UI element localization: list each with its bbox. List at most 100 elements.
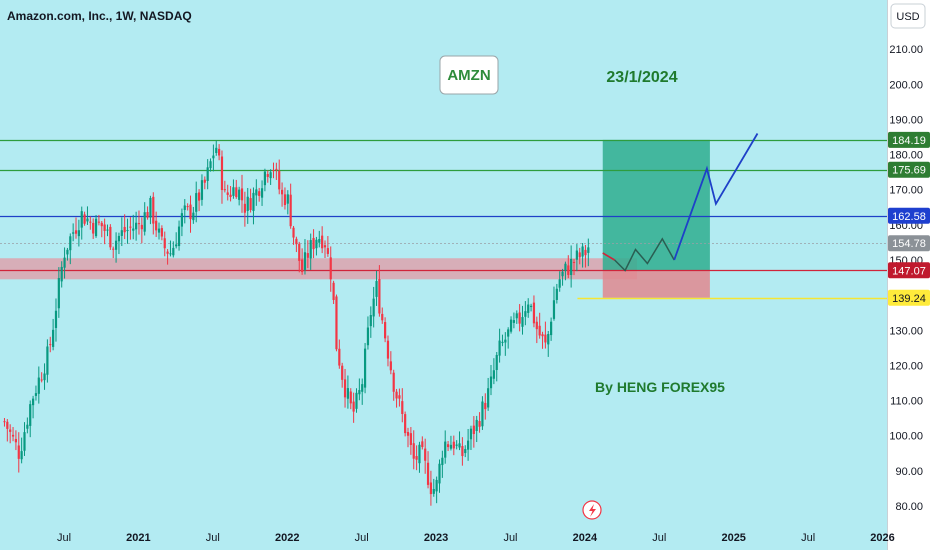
candle-body: [289, 194, 292, 227]
candle-body: [512, 320, 516, 323]
price-badge-label-2: 162.58: [892, 211, 926, 223]
candle-body: [189, 204, 192, 220]
candle-body: [329, 257, 332, 280]
candle-body: [31, 398, 35, 406]
candle: [401, 388, 404, 423]
candle-body: [126, 230, 129, 232]
ticker-annotation: AMZN: [439, 55, 499, 95]
candle: [255, 179, 258, 206]
projection-consolidation-path: [614, 237, 675, 272]
candle-body: [60, 266, 63, 282]
candle: [137, 210, 141, 235]
y-tick-label-5: 130.00: [889, 325, 923, 337]
x-tick-label-5: 2023: [424, 532, 448, 544]
candle: [149, 195, 152, 225]
candle-body: [280, 189, 284, 195]
x-tick-label-4: Jul: [355, 532, 369, 544]
candle: [501, 334, 504, 347]
candle-body: [303, 252, 307, 270]
candle-body: [129, 226, 132, 228]
candle: [180, 208, 184, 237]
candle-body: [547, 334, 550, 345]
candle-body: [438, 463, 441, 484]
candle: [472, 416, 475, 448]
candle: [315, 236, 318, 256]
candle-body: [552, 300, 556, 319]
currency-button-bg[interactable]: [890, 3, 926, 29]
candle-body: [249, 198, 252, 210]
candle: [372, 286, 375, 328]
candle: [175, 232, 178, 249]
position-loss-zone: [602, 270, 710, 298]
candle-body: [43, 373, 46, 381]
candle: [378, 265, 381, 317]
candle: [578, 247, 581, 265]
candle-body: [527, 304, 530, 313]
y-tick-label-1: 90.00: [895, 466, 923, 478]
candle: [321, 226, 324, 254]
candle: [66, 247, 69, 261]
projection-start-segment: [602, 252, 616, 261]
price-badge-label-3: 154.78: [892, 238, 926, 250]
candle-body: [269, 172, 272, 179]
candle-body: [518, 312, 521, 324]
candle: [538, 312, 541, 339]
candle: [132, 214, 135, 240]
candle-body: [54, 310, 58, 328]
candle-body: [441, 457, 444, 466]
x-tick-label-7: 2024: [573, 532, 598, 544]
projection-layer: [602, 133, 759, 272]
candle-body: [240, 188, 244, 201]
candle: [260, 180, 264, 206]
candle-body: [521, 317, 524, 327]
candle-body: [255, 189, 258, 196]
candle: [226, 184, 229, 201]
candle: [52, 318, 55, 351]
candle-body: [524, 311, 527, 317]
currency-button[interactable]: USD: [890, 3, 926, 29]
candle-body: [206, 167, 209, 182]
candle: [94, 214, 98, 238]
candle: [561, 268, 564, 286]
candle-body: [321, 235, 324, 249]
y-tick-label-4: 120.00: [889, 360, 923, 372]
candle-body: [332, 282, 335, 300]
candle: [349, 388, 352, 410]
candle: [438, 459, 441, 493]
candle: [535, 316, 538, 344]
candle: [54, 298, 58, 342]
candle: [381, 307, 384, 324]
candle: [157, 222, 161, 240]
candle: [238, 186, 241, 206]
candle: [492, 358, 495, 385]
x-tick-label-3: 2022: [275, 532, 299, 544]
projection-breakout-path: [673, 133, 759, 261]
candle: [223, 180, 226, 193]
candle-body: [446, 444, 450, 448]
candle: [361, 378, 364, 405]
y-tick-label-2: 100.00: [889, 431, 923, 443]
candle: [303, 239, 307, 275]
candle-body: [215, 147, 218, 153]
candle: [329, 246, 332, 292]
candle: [552, 286, 556, 321]
candle: [200, 174, 204, 206]
candle: [152, 192, 155, 235]
candle-body: [52, 329, 55, 347]
candle-body: [318, 239, 321, 243]
candle-body: [401, 401, 404, 414]
candle: [409, 427, 412, 455]
x-tick-label-0: Jul: [57, 532, 71, 544]
candle: [306, 240, 309, 269]
candle: [355, 388, 358, 413]
candle-body: [372, 298, 375, 317]
dividends-event-icon[interactable]: [582, 500, 602, 520]
candle-body: [444, 441, 447, 458]
candle: [40, 372, 43, 383]
price-badge-4: [888, 262, 930, 279]
candle-body: [555, 288, 558, 300]
candle: [20, 437, 23, 464]
candle-body: [298, 243, 301, 261]
candle: [112, 246, 115, 259]
candle: [220, 150, 224, 204]
